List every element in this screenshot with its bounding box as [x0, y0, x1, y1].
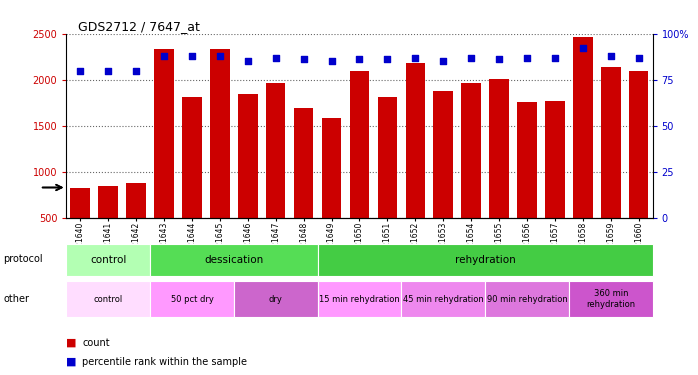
Point — [75, 68, 86, 74]
Bar — [182, 97, 202, 263]
Bar — [545, 101, 565, 263]
Bar — [66, 281, 150, 317]
Text: 90 min rehydration: 90 min rehydration — [487, 295, 567, 304]
Text: rehydration: rehydration — [454, 255, 516, 265]
Bar — [569, 281, 653, 317]
Bar — [517, 102, 537, 263]
Bar — [154, 50, 174, 263]
Point — [549, 55, 560, 61]
Point — [521, 55, 533, 61]
Bar — [266, 83, 285, 263]
Bar — [401, 281, 485, 317]
Bar — [573, 38, 593, 263]
Point — [382, 57, 393, 63]
Bar — [485, 281, 569, 317]
Text: control: control — [90, 255, 126, 265]
Text: 50 pct dry: 50 pct dry — [170, 295, 214, 304]
Bar — [234, 281, 318, 317]
Point — [270, 55, 281, 61]
Text: GDS2712 / 7647_at: GDS2712 / 7647_at — [78, 20, 200, 33]
Point — [410, 55, 421, 61]
Bar — [126, 183, 146, 263]
Point — [466, 55, 477, 61]
Point — [354, 57, 365, 63]
Point — [186, 53, 198, 59]
Text: 360 min
rehydration: 360 min rehydration — [586, 290, 635, 309]
Point — [298, 57, 309, 63]
Point — [493, 57, 505, 63]
Point — [242, 58, 253, 64]
Point — [438, 58, 449, 64]
Bar — [70, 188, 90, 263]
Bar — [350, 70, 369, 263]
Text: dry: dry — [269, 295, 283, 304]
Bar — [238, 94, 258, 263]
Bar — [294, 108, 313, 263]
Point — [214, 53, 225, 59]
Bar — [461, 83, 481, 263]
Point — [326, 58, 337, 64]
Text: ■: ■ — [66, 357, 77, 367]
Text: 15 min rehydration: 15 min rehydration — [319, 295, 400, 304]
Text: 45 min rehydration: 45 min rehydration — [403, 295, 484, 304]
Bar — [433, 91, 453, 263]
Point — [633, 55, 644, 61]
Text: other: other — [3, 294, 29, 304]
Bar — [601, 67, 621, 263]
Text: percentile rank within the sample: percentile rank within the sample — [82, 357, 247, 367]
Text: protocol: protocol — [3, 255, 43, 264]
Text: control: control — [94, 295, 123, 304]
Bar — [318, 244, 653, 276]
Bar — [489, 79, 509, 263]
Text: dessication: dessication — [205, 255, 263, 265]
Bar — [322, 118, 341, 263]
Bar — [150, 281, 234, 317]
Point — [605, 53, 616, 59]
Bar — [210, 50, 230, 263]
Bar — [66, 244, 150, 276]
Text: count: count — [82, 338, 110, 348]
Bar — [378, 97, 397, 263]
Bar — [98, 186, 118, 263]
Point — [158, 53, 170, 59]
Bar — [629, 70, 648, 263]
Text: ■: ■ — [66, 338, 77, 348]
Point — [103, 68, 114, 74]
Point — [577, 45, 588, 51]
Point — [131, 68, 142, 74]
Bar — [150, 244, 318, 276]
Bar — [318, 281, 401, 317]
Bar — [406, 63, 425, 263]
